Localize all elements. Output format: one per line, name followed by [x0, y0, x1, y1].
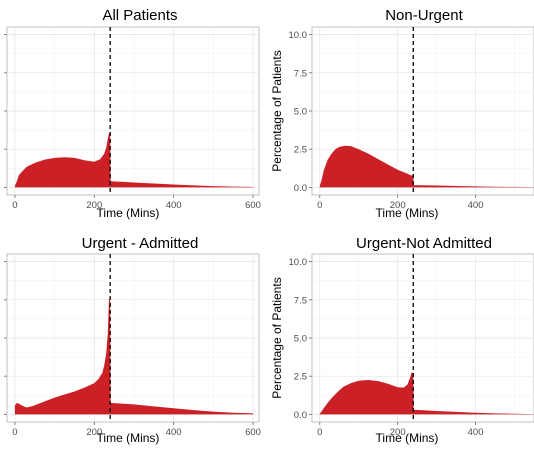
x-tick-label: 400	[166, 427, 182, 438]
x-tick-label: 0	[12, 200, 17, 211]
panel-title: All Patients	[102, 7, 177, 24]
panel-title: Urgent - Admitted	[82, 235, 199, 252]
y-tick-label: 2.5	[294, 372, 307, 383]
x-axis-label: Time (Mins)	[376, 431, 439, 445]
y-tick-label: 0.0	[294, 410, 307, 421]
distribution-area	[319, 145, 534, 188]
y-axis-label: Percentage of Patients	[270, 277, 284, 398]
x-tick-label: 600	[245, 200, 261, 211]
y-tick-label: 10.0	[289, 30, 308, 41]
x-axis-label: Time (Mins)	[97, 431, 160, 445]
y-axis-label: Percentage of Patients	[270, 50, 284, 171]
y-tick-label: 0.0	[294, 183, 307, 194]
x-tick-label: 400	[468, 427, 484, 438]
panel-title: Non-Urgent	[385, 7, 463, 24]
x-axis-label: Time (Mins)	[97, 206, 160, 220]
x-tick-label: 400	[468, 200, 484, 211]
panel-title: Urgent-Not Admitted	[356, 235, 492, 252]
panel-1: 0 200 400 600 All Patients Time (Mins)	[4, 7, 261, 220]
distribution-area	[14, 133, 254, 188]
x-tick-label: 0	[317, 427, 322, 438]
x-axis-label: Time (Mins)	[376, 206, 439, 220]
y-tick-label: 5.0	[294, 107, 307, 118]
x-tick-label: 200	[390, 200, 406, 211]
x-tick-label: 0	[317, 200, 322, 211]
panel-2: 0 200 400 0.0 2.5 5.0 7.5 10.0 Non-Urgent Time (M…	[270, 7, 534, 220]
y-tick-label: 7.5	[294, 68, 307, 79]
x-tick-label: 400	[166, 200, 182, 211]
x-tick-label: 600	[245, 427, 261, 438]
x-tick-label: 200	[86, 427, 102, 438]
y-tick-label: 5.0	[294, 334, 307, 345]
y-tick-label: 7.5	[294, 295, 307, 306]
y-tick-label: 2.5	[294, 145, 307, 156]
panel-3: 0 200 400 600 Urgent - Admitted Time (Mins)	[4, 235, 261, 445]
distribution-area	[319, 372, 534, 415]
x-tick-label: 200	[86, 200, 102, 211]
panel-4: 0 200 400 0.0 2.5 5.0 7.5 10.0 Urgent-Not Admitt…	[270, 235, 534, 445]
y-tick-label: 10.0	[289, 257, 308, 268]
x-tick-label: 0	[12, 427, 17, 438]
x-tick-label: 200	[390, 427, 406, 438]
